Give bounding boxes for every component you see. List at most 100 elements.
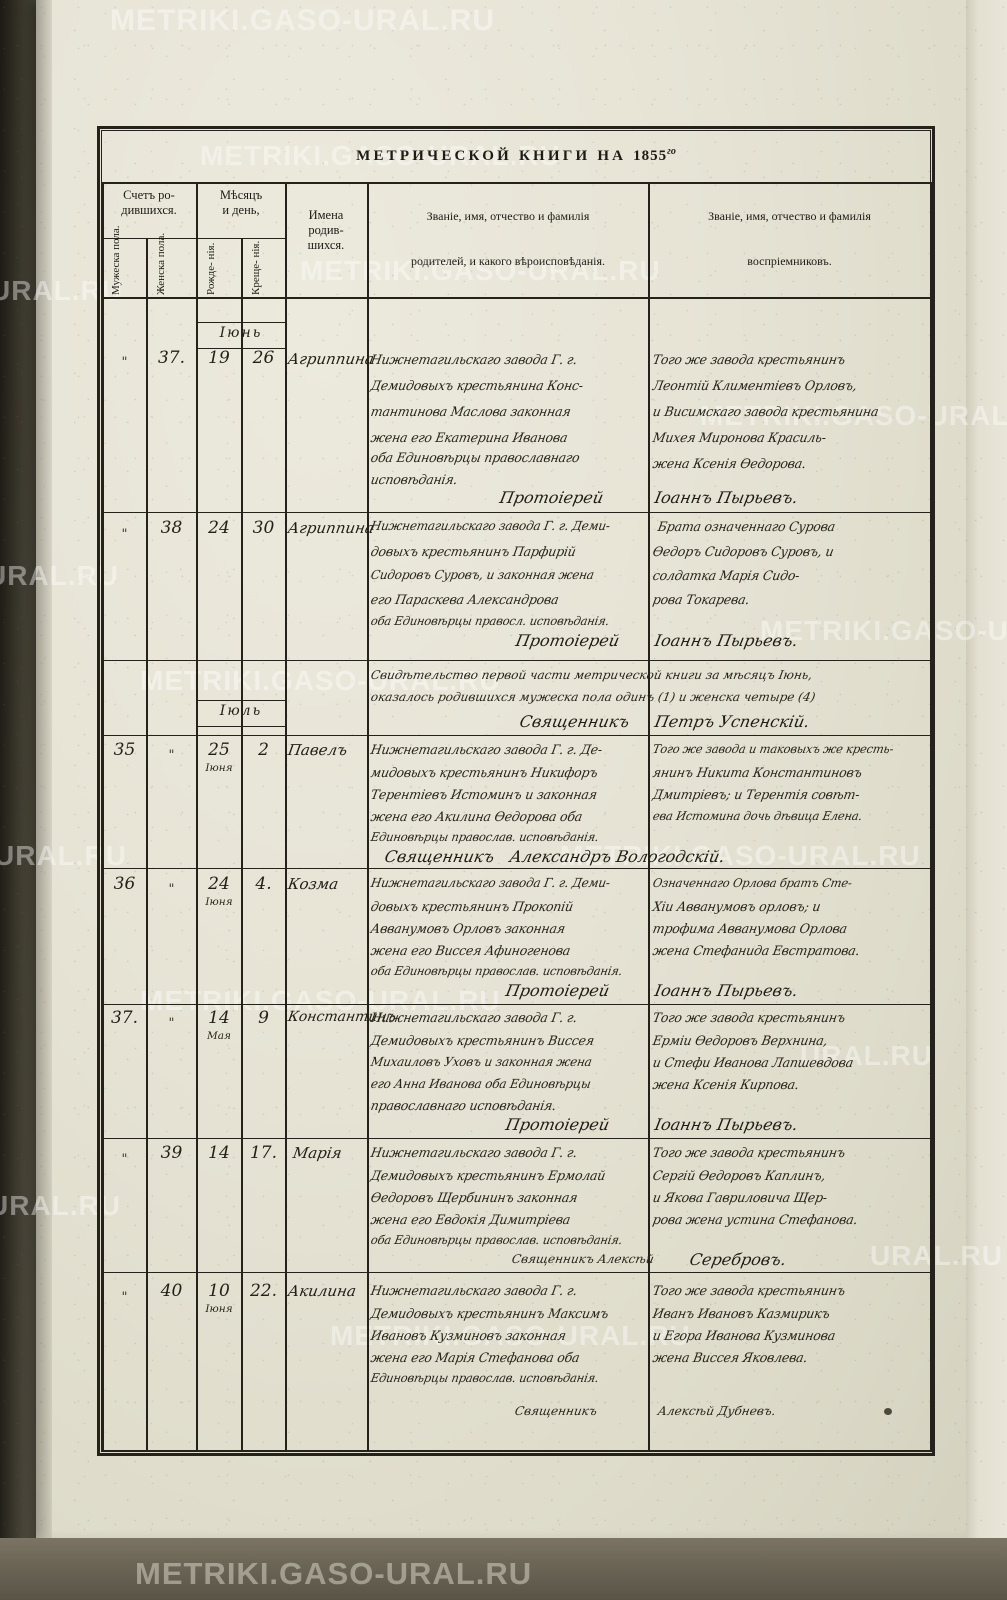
record-7-child-name: Акилина	[286, 1282, 358, 1300]
record-4-birth-day: 24	[208, 874, 230, 894]
record-5-signature-name: Іоаннъ Пырьевъ.	[653, 1115, 800, 1134]
record-6-baptism-day: 17.	[249, 1143, 278, 1163]
record-6-signature-name: Серебровъ.	[688, 1250, 788, 1269]
record-3-parents-line-2: мидовыхъ крестьянинъ Никифоръ	[369, 764, 599, 781]
record-2-signature-rank: Протоіерей	[514, 631, 622, 650]
record-5-male-no: 37.	[110, 1008, 139, 1028]
document-title-band: МЕТРИЧЕСКОЙ КНИГИ НА 1855го	[102, 131, 930, 179]
header-parents-line2: родителей, и какого вѣроисповѣданія.	[411, 254, 605, 268]
record-7-signature-rank: Священникъ	[513, 1404, 599, 1418]
header-month-day-line2: и день,	[222, 202, 260, 217]
record-2-parents-line-3: Сидоровъ Суровъ, и законная жена	[369, 567, 596, 583]
record-7-baptism-day: 22.	[249, 1281, 278, 1301]
header-names-born-line1: Имена	[308, 208, 344, 222]
record-1-baptism-day: 26	[252, 348, 275, 368]
record-1-male-no: "	[121, 355, 128, 370]
record-5-parents-line-3: Михаиловъ Уховъ и законная жена	[369, 1054, 594, 1070]
rule-record-5-bottom	[102, 1138, 930, 1139]
certification-rank: Священникъ	[518, 712, 632, 731]
record-4-parents-line-1: Нижнетагильскаго завода Г. г. Деми-	[369, 875, 612, 891]
record-4-child-name: Козма	[286, 875, 340, 893]
month-marker-june: Іюнь	[219, 325, 263, 341]
record-6-female-no: 39	[160, 1143, 183, 1163]
title-text: МЕТРИЧЕСКОЙ КНИГИ НА	[356, 147, 627, 164]
header-baptism-date: Креще- нія.	[250, 240, 262, 295]
record-1-sponsors-line-3: и Висимскаго завода крестьянина	[651, 403, 880, 420]
record-3-parents-line-3: Терентіевъ Истоминъ и законная	[369, 786, 599, 803]
header-count-born: Счетъ ро- дившихся.	[103, 188, 195, 218]
record-3-baptism-day: 2	[258, 740, 269, 760]
record-7-sponsors-line-1: Того же завода крестьянинъ	[651, 1282, 847, 1299]
grid-v-names-parents	[367, 182, 369, 1452]
record-4-sponsors-line-3: трофима Авванумова Орлова	[651, 920, 849, 937]
record-1-sponsors-line-5: жена Ксенія Ѳедорова.	[651, 455, 808, 472]
record-5-sponsors-line-1: Того же завода крестьянинъ	[651, 1009, 847, 1026]
month-marker-july: Іюль	[219, 703, 263, 719]
record-7-sponsors-line-2: Иванъ Ивановъ Казмирикъ	[651, 1305, 832, 1322]
header-names-born-line3: шихся.	[307, 237, 345, 252]
record-2-parents-line-1: Нижнетагильскаго завода Г. г. Деми-	[369, 518, 612, 534]
record-4-female-no: "	[168, 882, 175, 897]
record-7-parents-line-4: жена его Марія Стефанова оба	[369, 1349, 581, 1366]
grid-v-count-month	[196, 182, 198, 1452]
record-3-parents-line-4: жена его Акилина Ѳедорова оба	[369, 808, 584, 825]
record-1-sponsors-line-1: Того же завода крестьянинъ	[651, 351, 847, 368]
rule-july-marker-top	[196, 700, 286, 701]
record-3-female-no: "	[168, 748, 175, 763]
record-6-parents-line-3: Ѳедоровъ Щербининъ законная	[369, 1189, 579, 1206]
rule-june-marker-top	[196, 322, 286, 323]
record-5-parents-line-2: Демидовыхъ крестьянинъ Виссея	[369, 1032, 596, 1049]
record-3-birth-month: Іюня	[205, 762, 233, 774]
record-4-parents-line-2: довыхъ крестьянинъ Прокопій	[369, 898, 575, 915]
record-2-parents-line-2: довыхъ крестьянинъ Парфирій	[369, 543, 578, 560]
record-2-sponsors-line-2: Ѳедоръ Сидоровъ Суровъ, и	[651, 543, 835, 560]
grid-v-right-edge	[930, 182, 932, 1452]
grid-v-parents-sponsors	[648, 182, 650, 1452]
rule-record-4-bottom	[102, 1004, 930, 1005]
record-7-birth-month: Іюня	[205, 1303, 233, 1315]
record-2-male-no: "	[121, 527, 128, 542]
record-6-signature-rank: Священникъ Алексѣй	[510, 1252, 656, 1266]
record-5-birth-day: 14	[208, 1008, 230, 1028]
record-6-parents-line-1: Нижнетагильскаго завода Г. г.	[369, 1144, 579, 1161]
record-1-signature-rank: Протоіерей	[498, 488, 606, 507]
page-border-outer	[97, 126, 935, 1456]
rule-record-2-bottom	[102, 660, 930, 661]
header-month-day: Мѣсяцъ и день,	[197, 188, 285, 218]
adjacent-page-edge	[966, 0, 1007, 1556]
header-count-born-line2: дившихся.	[121, 202, 177, 217]
record-1-sponsors-line-4: Михея Миронова Красиль-	[651, 429, 828, 446]
record-4-sponsors-line-4: жена Стефанида Евстратова.	[651, 942, 861, 959]
record-5-female-no: "	[168, 1016, 175, 1031]
record-5-parents-line-1: Нижнетагильскаго завода Г. г.	[369, 1009, 579, 1026]
record-1-sponsors-line-2: Леонтій Климентіевъ Орловъ,	[651, 377, 859, 394]
record-3-sponsors-line-1: Того же завода и таковыхъ же кресть-	[651, 741, 895, 757]
certification-line-1: Свидѣтельство первой части метрической к…	[369, 668, 814, 682]
rule-record-6-bottom	[102, 1272, 930, 1273]
record-3-parents-line-5: Единовѣрцы православ. исповѣданія.	[369, 829, 600, 845]
record-1-parents-line-1: Нижнетагильскаго завода Г. г.	[369, 351, 579, 368]
record-7-sponsors-line-4: жена Виссея Яковлева.	[651, 1349, 809, 1366]
record-1-parents-line-5: оба Единовѣрцы православнаго	[369, 449, 581, 466]
header-parents-line1: Званіе, имя, отчество и фамилія	[426, 209, 590, 223]
grid-v-month-names	[285, 182, 287, 1452]
record-7-signature-name: Алексѣй Дубневъ.	[656, 1404, 777, 1418]
grid-v-birth-baptism	[241, 238, 243, 1452]
header-female-sex: Женска пола.	[155, 232, 167, 295]
record-1-parents-line-6: исповѣданія.	[369, 471, 459, 488]
record-7-sponsors-line-3: и Егора Иванова Кузминова	[651, 1327, 837, 1344]
record-2-sponsors-line-1: Брата означеннаго Сурова	[656, 518, 837, 535]
record-5-baptism-day: 9	[258, 1008, 269, 1028]
header-sponsors-line1: Званіе, имя, отчество и фамилія	[708, 209, 871, 223]
rule-under-title	[102, 182, 930, 184]
header-male-sex: Мужеска пола.	[110, 225, 122, 295]
record-3-signature-rank: Священникъ	[383, 847, 497, 866]
record-5-sponsors-line-2: Ерміи Ѳедоровъ Верхнина,	[651, 1032, 829, 1049]
header-names-born-line2: родив-	[308, 222, 344, 237]
record-4-sponsors-line-2: Хіи Авванумовъ орловъ; и	[651, 898, 822, 915]
record-4-male-no: 36	[113, 874, 136, 894]
record-3-birth-day: 25	[208, 740, 230, 760]
record-4-parents-line-3: Авванумовъ Орловъ законная	[369, 920, 567, 937]
record-4-parents-line-5: оба Единовѣрцы православ. исповѣданія.	[369, 963, 624, 979]
